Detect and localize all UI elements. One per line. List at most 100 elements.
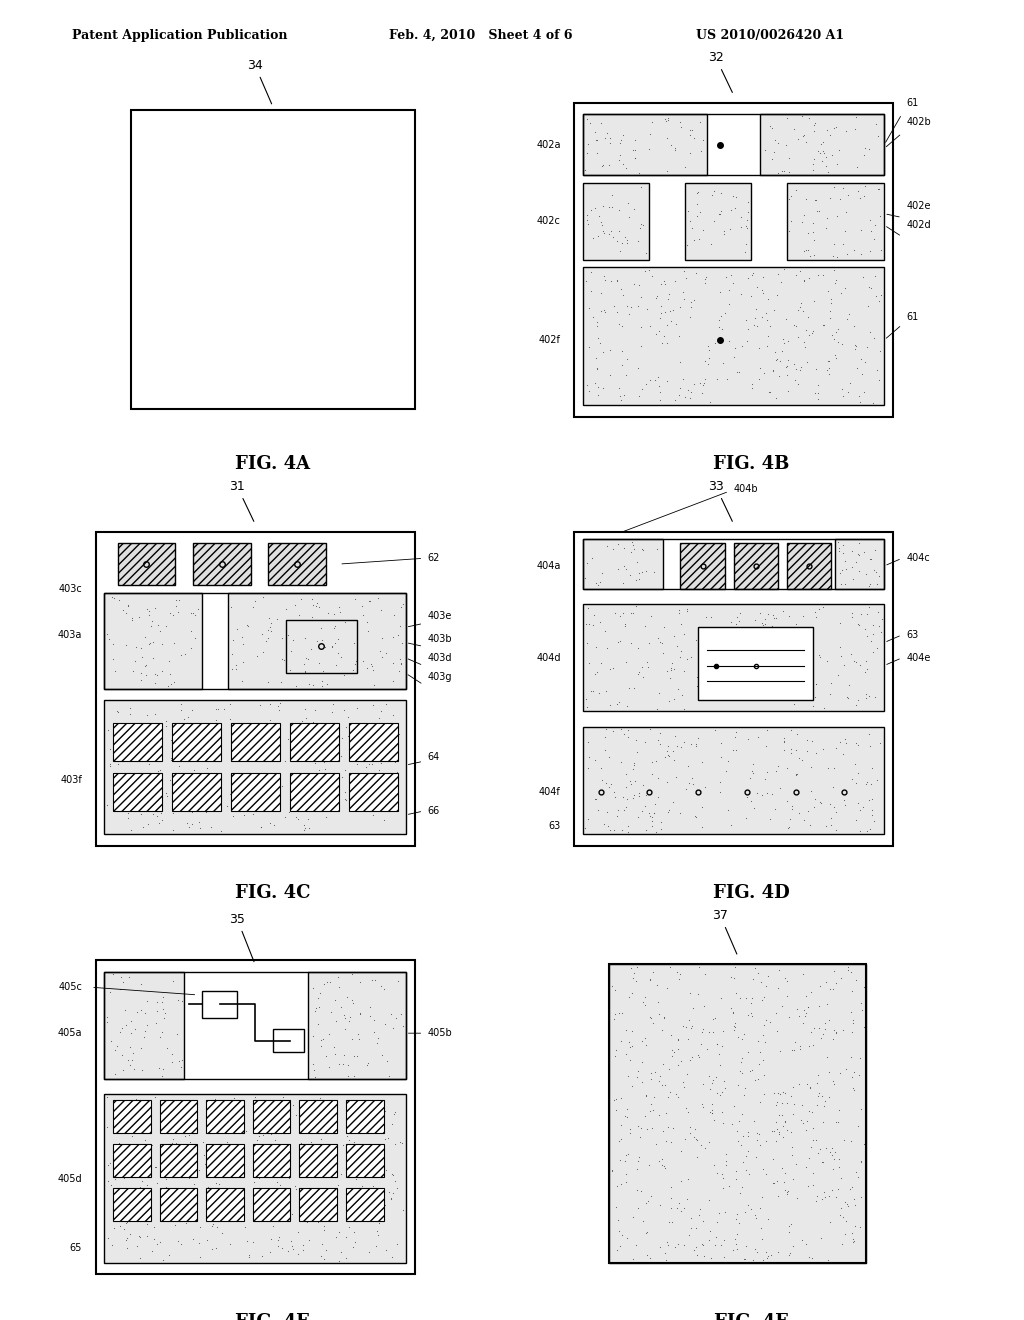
Point <box>710 630 726 651</box>
Point <box>170 1201 186 1222</box>
Point <box>650 1105 667 1126</box>
Point <box>213 733 229 754</box>
Point <box>670 1030 686 1051</box>
Point <box>853 603 869 624</box>
Point <box>821 793 838 814</box>
Point <box>145 648 162 669</box>
Point <box>260 1102 276 1123</box>
Point <box>292 589 308 610</box>
Point <box>793 359 809 380</box>
Point <box>361 1006 378 1027</box>
Bar <box>206 1188 244 1221</box>
Point <box>710 1034 726 1055</box>
Point <box>643 1069 659 1090</box>
Point <box>215 1138 231 1159</box>
Point <box>159 1038 175 1059</box>
Point <box>857 774 873 795</box>
Point <box>607 1003 624 1024</box>
Point <box>825 961 842 982</box>
Point <box>847 1216 863 1237</box>
Point <box>843 1045 859 1067</box>
Point <box>280 729 296 750</box>
Point <box>779 355 796 376</box>
Point <box>131 741 147 762</box>
Text: 402f: 402f <box>539 335 561 345</box>
Point <box>679 201 695 222</box>
Bar <box>299 1188 337 1221</box>
Point <box>673 1140 689 1162</box>
Point <box>354 595 371 616</box>
Point <box>667 726 683 747</box>
Point <box>266 814 283 836</box>
Point <box>782 1213 799 1234</box>
Text: 402d: 402d <box>906 220 931 230</box>
Point <box>765 1173 781 1195</box>
Point <box>186 1193 203 1214</box>
Point <box>186 605 203 626</box>
Point <box>811 975 827 997</box>
Point <box>291 789 307 810</box>
Point <box>113 1100 129 1121</box>
Point <box>808 359 824 380</box>
Point <box>658 111 675 132</box>
Point <box>830 1111 847 1133</box>
Point <box>618 364 635 385</box>
Point <box>589 358 605 379</box>
Point <box>742 767 759 788</box>
Point <box>601 746 617 767</box>
Point <box>354 1167 371 1188</box>
Bar <box>349 772 397 810</box>
Point <box>131 606 147 627</box>
Point <box>666 1041 682 1063</box>
Point <box>758 1163 774 1184</box>
Point <box>713 746 729 767</box>
Point <box>301 673 317 694</box>
Point <box>148 805 165 826</box>
Point <box>838 1210 854 1232</box>
Point <box>373 700 389 721</box>
Point <box>610 149 627 170</box>
Point <box>578 614 594 635</box>
Point <box>845 1232 861 1253</box>
Point <box>711 317 727 338</box>
Point <box>111 776 127 797</box>
Point <box>625 788 641 809</box>
Point <box>770 366 786 387</box>
Point <box>864 788 881 809</box>
Point <box>615 556 632 577</box>
Point <box>844 768 860 789</box>
Point <box>596 300 612 321</box>
Point <box>764 784 780 805</box>
Point <box>208 710 224 731</box>
Point <box>763 671 779 692</box>
Point <box>673 1171 689 1192</box>
Point <box>626 677 642 698</box>
Point <box>670 1233 686 1254</box>
Point <box>266 1129 283 1150</box>
Point <box>321 1023 337 1044</box>
Point <box>259 1148 275 1170</box>
Point <box>805 213 821 234</box>
Point <box>786 370 803 391</box>
Point <box>338 789 354 810</box>
Point <box>296 820 312 841</box>
Point <box>590 327 606 348</box>
Point <box>857 351 873 372</box>
Point <box>328 1196 344 1217</box>
Point <box>655 1121 672 1142</box>
Point <box>171 795 187 816</box>
Point <box>313 771 330 792</box>
Point <box>280 1241 296 1262</box>
Point <box>112 978 128 999</box>
Point <box>594 154 610 176</box>
Point <box>816 1090 833 1111</box>
Point <box>800 997 816 1018</box>
Point <box>599 123 615 144</box>
Point <box>370 587 386 609</box>
Point <box>318 1142 335 1163</box>
Point <box>666 750 682 771</box>
Point <box>582 112 598 133</box>
Point <box>265 1216 282 1237</box>
Point <box>784 1040 801 1061</box>
Point <box>136 1193 153 1214</box>
